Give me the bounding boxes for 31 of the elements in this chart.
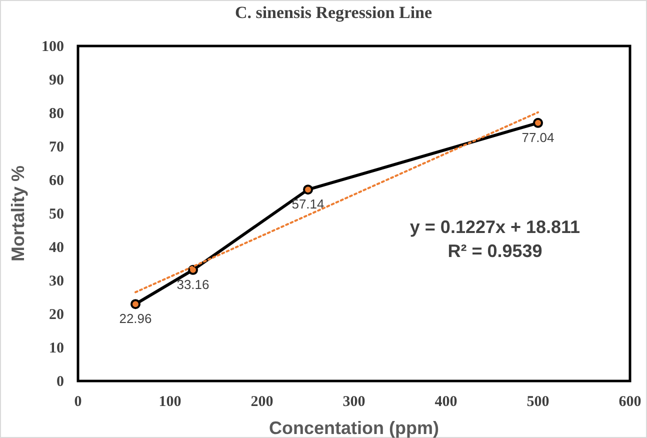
data-label: 77.04 [522,130,554,145]
annotation: R² = 0.9539 [448,241,542,261]
x-axis-title: Concentation (ppm) [269,418,439,438]
x-tick-label: 100 [158,394,182,410]
x-tick-label: 400 [434,394,458,410]
point [303,184,313,195]
data-label: 57.14 [292,196,324,212]
data-label: 22.96 [119,311,152,326]
y-tick-label: 100 [42,39,64,55]
point [533,118,543,128]
y-tick-label: 20 [49,307,64,323]
y-tick-label: 10 [49,340,64,356]
y-tick-label: 80 [49,106,64,122]
x-tick-label: 500 [526,394,550,410]
y-tick-label: 60 [49,173,64,189]
y-tick-label: 70 [49,140,64,156]
y-tick-label: 40 [49,240,64,256]
data-label: 33.16 [176,276,210,292]
y-axis-title: Mortality % [8,165,28,262]
annotation: y = 0.1227x + 18.811 [410,217,580,237]
x-tick-label: 200 [250,394,274,410]
point [130,299,140,310]
x-tick-label: 600 [618,394,642,410]
y-tick-label: 0 [56,374,64,390]
x-tick-label: 0 [74,394,82,410]
chart-title: C. sinensis Regression Line [234,3,432,22]
y-tick-label: 50 [49,206,64,222]
x-tick-label: 300 [342,394,366,410]
y-tick-label: 30 [49,274,64,290]
point [188,264,198,275]
y-tick-label: 90 [49,72,64,88]
